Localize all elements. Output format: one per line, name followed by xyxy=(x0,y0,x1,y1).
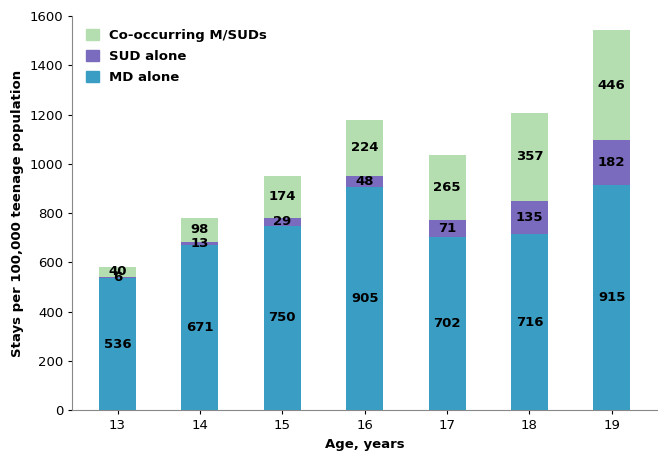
Text: 29: 29 xyxy=(273,215,291,228)
Text: 265: 265 xyxy=(434,181,461,194)
Bar xyxy=(428,220,466,237)
Bar xyxy=(99,267,136,277)
Bar xyxy=(511,113,548,201)
Bar xyxy=(182,245,218,410)
Text: 182: 182 xyxy=(598,156,625,169)
Bar xyxy=(511,234,548,410)
Text: 135: 135 xyxy=(516,211,543,224)
Text: 915: 915 xyxy=(598,291,625,304)
Text: 71: 71 xyxy=(438,222,456,235)
Bar xyxy=(182,218,218,242)
Legend: Co-occurring M/SUDs, SUD alone, MD alone: Co-occurring M/SUDs, SUD alone, MD alone xyxy=(79,23,274,91)
Bar xyxy=(99,278,136,410)
Text: 446: 446 xyxy=(598,79,626,91)
Bar xyxy=(264,176,301,219)
Text: 536: 536 xyxy=(104,338,132,351)
Text: 48: 48 xyxy=(355,175,374,188)
Text: 6: 6 xyxy=(113,271,122,284)
Text: 357: 357 xyxy=(516,150,543,163)
Bar xyxy=(593,30,631,140)
Text: 40: 40 xyxy=(108,265,127,278)
Bar xyxy=(182,242,218,245)
Bar xyxy=(264,225,301,410)
Bar xyxy=(428,155,466,220)
Y-axis label: Stays per 100,000 teenage population: Stays per 100,000 teenage population xyxy=(11,70,24,357)
Text: 224: 224 xyxy=(351,141,378,154)
Bar xyxy=(264,219,301,225)
Bar xyxy=(428,237,466,410)
Text: 716: 716 xyxy=(516,316,543,328)
Bar xyxy=(346,187,383,410)
Text: 905: 905 xyxy=(351,292,378,305)
Bar xyxy=(346,176,383,187)
Bar xyxy=(511,201,548,234)
Bar xyxy=(99,277,136,278)
Text: 174: 174 xyxy=(269,190,296,203)
Text: 750: 750 xyxy=(269,311,296,324)
Bar xyxy=(593,185,631,410)
Text: 13: 13 xyxy=(191,237,209,250)
Text: 98: 98 xyxy=(191,223,209,236)
Bar xyxy=(593,140,631,185)
X-axis label: Age, years: Age, years xyxy=(325,438,405,451)
Text: 702: 702 xyxy=(434,317,461,330)
Text: 671: 671 xyxy=(186,321,214,334)
Bar xyxy=(346,120,383,176)
